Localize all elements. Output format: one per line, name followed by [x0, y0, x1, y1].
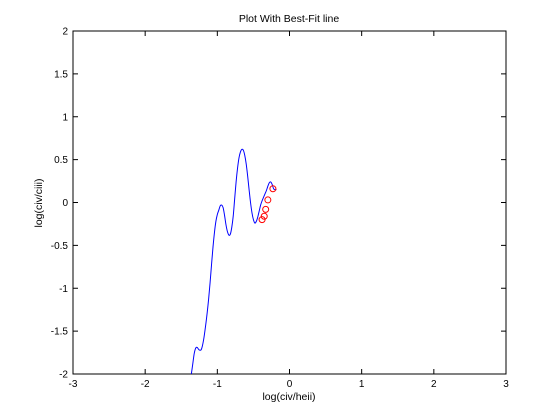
- x-tick-label: 0: [287, 379, 293, 390]
- y-tick-label: -1.5: [51, 327, 69, 338]
- x-tick-label: 1: [359, 379, 365, 390]
- y-tick-label: -2: [59, 370, 68, 381]
- y-tick-label: 0: [62, 198, 68, 209]
- x-tick-label: -2: [141, 379, 150, 390]
- x-tick-label: -3: [69, 379, 78, 390]
- x-axis-label: log(civ/heii): [262, 391, 315, 403]
- x-tick-label: -1: [213, 379, 222, 390]
- y-tick-label: 1: [62, 112, 68, 123]
- x-tick-label: 3: [503, 379, 509, 390]
- data-points: [258, 185, 277, 224]
- data-point: [264, 196, 272, 204]
- data-point: [258, 216, 266, 224]
- chart-title: Plot With Best-Fit line: [239, 13, 340, 25]
- data-point: [260, 212, 268, 220]
- y-tick-label: 1.5: [54, 69, 68, 80]
- data-point: [262, 205, 270, 213]
- axis-ticks: [72, 30, 507, 375]
- x-tick-label: 2: [431, 379, 437, 390]
- tick-labels: -3 -2 -1 0 1 2 3-2-1.5-1-0.500.511.52: [51, 27, 509, 391]
- best-fit-line: [190, 148, 277, 375]
- y-tick-label: 2: [62, 27, 68, 38]
- y-tick-label: -1: [59, 284, 68, 295]
- y-tick-label: -0.5: [51, 241, 69, 252]
- data-point: [269, 185, 277, 193]
- y-tick-label: 0.5: [54, 155, 68, 166]
- plot-area: [72, 30, 507, 375]
- y-axis-label: log(civ/ciii): [33, 178, 45, 227]
